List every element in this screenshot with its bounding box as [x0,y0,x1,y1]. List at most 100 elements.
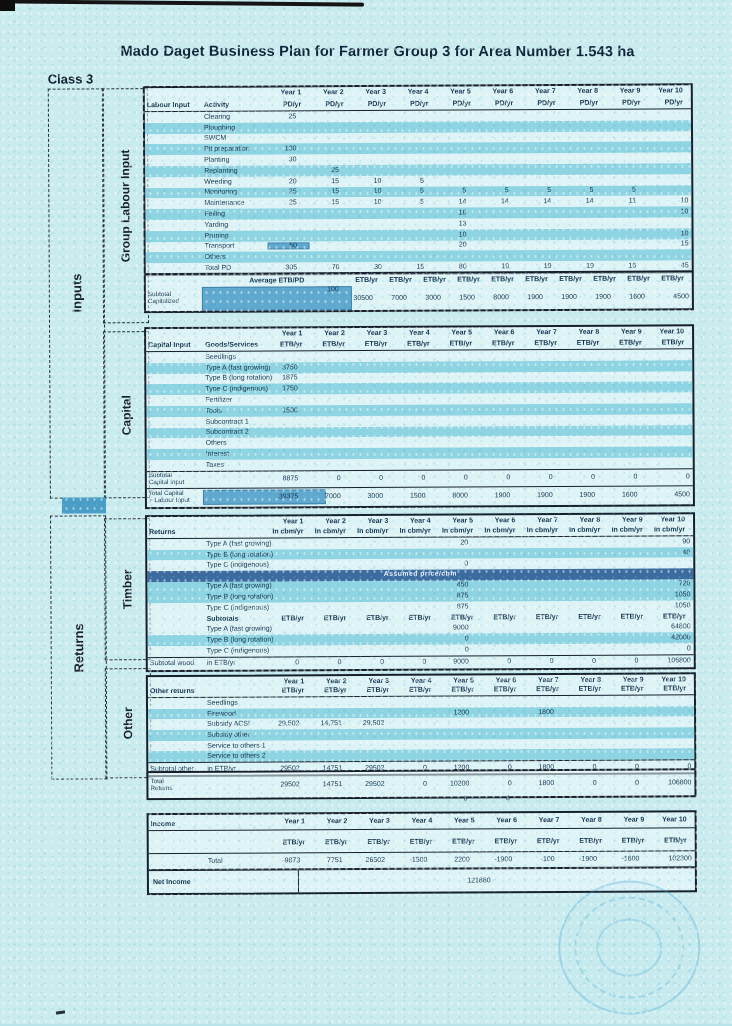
year-label: Year 6 [493,88,514,95]
activity-label: Ploughing [201,124,267,131]
activity-label: Maintenance [201,200,267,207]
value-cell: -100 [525,856,567,863]
value-cell: 450 [439,582,481,589]
value-cell: 305 [268,264,310,271]
average-etb-pd-value: 100 [202,286,352,311]
value-cell: 1900 [481,492,523,499]
year-label: Year 7 [538,677,559,684]
unit-header: ETB/yr [651,613,693,620]
scan-artifact-blob [0,0,15,11]
item-label: Seedlings [202,353,268,360]
timber-label: Timber [105,519,150,659]
value-cell: 0 [651,645,693,652]
value-cell: 14 [437,199,479,206]
value-cell: 15 [395,264,437,271]
average-etb-pd-header: Average ETB/PD [202,277,352,285]
value-cell: 0 [567,658,609,665]
unit-label: PD/yr [495,100,513,107]
value-cell: 2200 [440,856,482,863]
item-label: Type B (long rotation) [204,637,270,644]
value-cell: 0 [354,475,396,482]
value-cell: 25 [267,200,309,207]
item-label: Subsidy ACSI [204,721,270,728]
value-cell: -1900 [568,856,610,863]
unit-label: In cbm/yr [357,528,388,535]
activity-label: Monitoring [201,189,267,196]
year-label: Year 5 [452,517,473,524]
value-cell: 0 [566,474,608,481]
unit-label: PD/yr [622,100,640,107]
value-cell: 0 [438,475,480,482]
item-label: Type B (long rotation) [203,551,269,558]
value-cell: 19 [522,263,564,270]
inputs-label: Inputs [49,89,105,497]
total-capital-label: Total Capital+ Labour Input [147,491,203,505]
year-label: Year 4 [408,89,429,96]
unit-header: ETB/yr [420,276,454,283]
year-header: Year 8 In cbm/yr [566,515,609,536]
stamp-inner-ring [596,918,662,976]
value-cell: 18 [437,209,479,216]
unit-label: ETB/yr [662,339,685,346]
group-labour-label: Group Labour Input [103,89,148,322]
unit-label: ETB/yr [652,837,694,844]
activity-label: Planting [201,157,267,164]
year-label: Year 2 [313,818,355,825]
value-cell: 29502 [270,781,312,788]
value-cell: 0 [567,780,609,787]
unit-label: ETB/yr [322,341,345,348]
value-cell: 0 [439,561,481,568]
returns-group-box: Returns [50,515,107,779]
stray-values: 0 0 [146,794,692,804]
year-label: Year 7 [537,517,558,524]
value-cell: 1500 [396,493,438,500]
value-cell: 10 [437,231,479,238]
row-label-line2: Returns [150,785,204,792]
value-cell: 0 [482,780,524,787]
item-label: Type C (indigenous) [203,604,269,611]
value-cell: 0 [481,474,523,481]
returns-label: Returns [51,516,106,778]
unit-header: ETB/yr [386,276,420,283]
value-cell: 0 [608,474,650,481]
unit-label: PD/yr [665,99,683,106]
unit-header: ETB/yr [524,614,566,621]
value-cell: 1600 [608,492,650,499]
unit-header: ETB/yr [312,615,354,622]
item-label: Taxes [203,461,269,468]
unit-label: In cbm/yr [569,527,600,534]
value-cell: 1050 [651,591,693,598]
value-cell: 5 [437,188,479,195]
item-label: Fertilizer [202,397,268,404]
value-cell: 25 [310,167,352,174]
value-cell: 13 [437,220,479,227]
item-label: Subcontract 2 [203,429,269,436]
unit-header: ETB/yr [270,615,312,622]
item-label: Subcontract 1 [203,418,269,425]
unit-label: In cbm/yr [272,528,303,535]
value-cell: 15 [310,189,352,196]
value-cell: 1600 [624,293,658,300]
value-cell: 14 [522,198,564,205]
year-label: Year 8 [580,517,601,524]
value-cell: 15 [649,241,691,248]
value-cell: 1500 [454,294,488,301]
value-cell: 0 [355,659,397,666]
year-label: Year 6 [496,677,517,684]
blue-marker-bar [62,497,106,513]
value-cell: 0 [397,659,439,666]
